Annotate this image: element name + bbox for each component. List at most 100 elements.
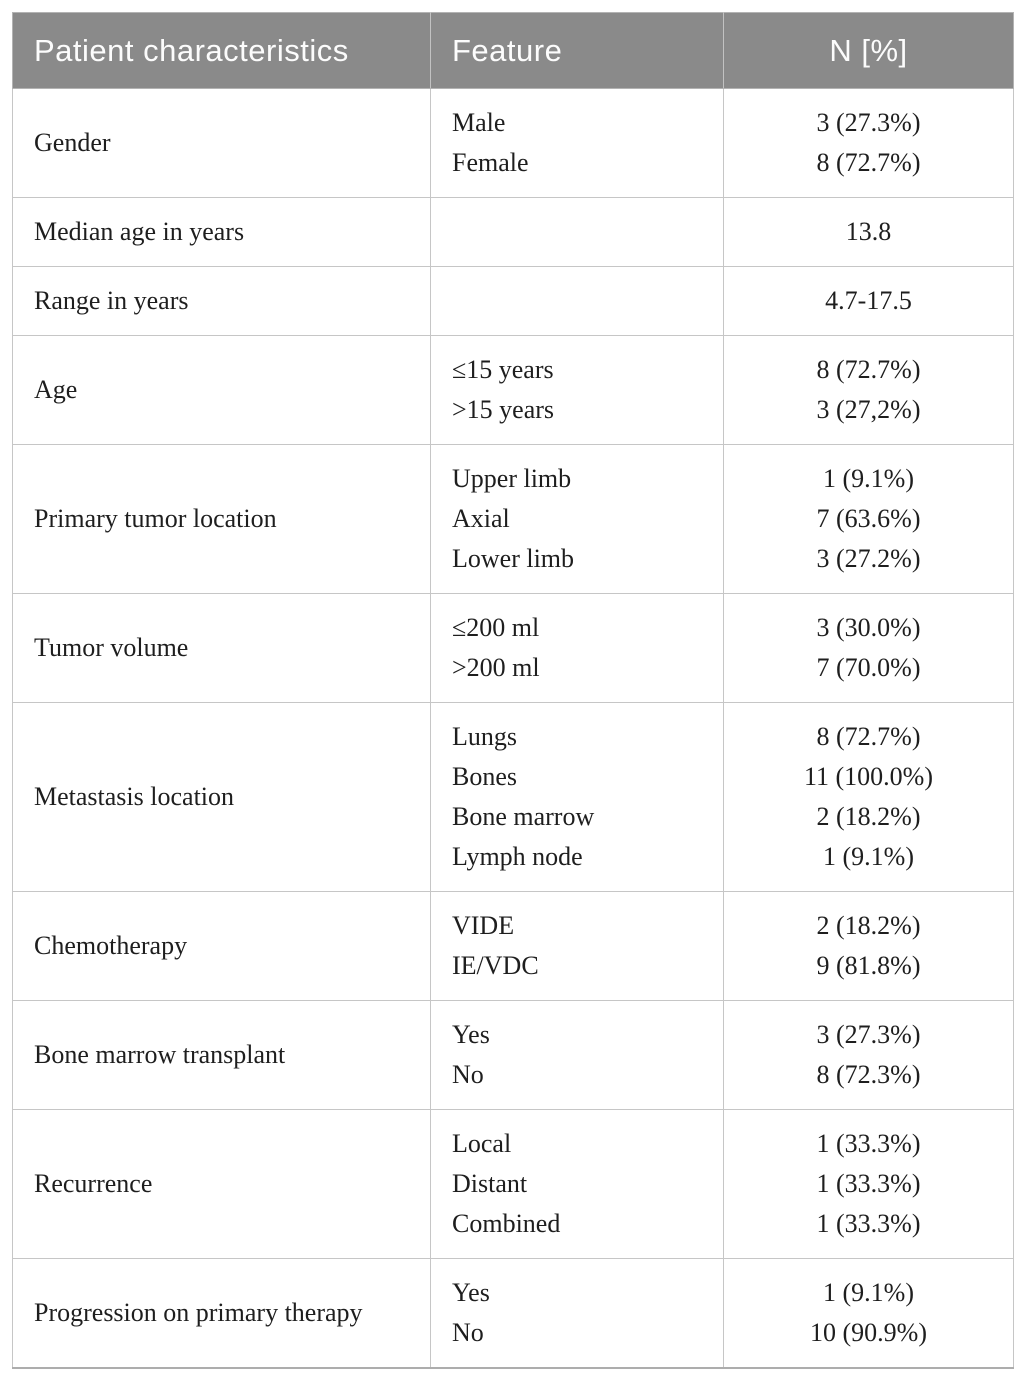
- table-row: Progression on primary therapy Yes No 1 (9.…: [12, 1258, 1014, 1369]
- characteristic-cell: Age: [12, 335, 431, 445]
- value-line: 1 (9.1%): [823, 464, 914, 493]
- table-row: Recurrence Local Distant Combined 1 (33.3%) 1…: [12, 1109, 1014, 1259]
- feature-line: Axial: [452, 504, 510, 533]
- table-row: Range in years 4.7-17.5: [12, 266, 1014, 336]
- value-cell: 8 (72.7%) 11 (100.0%) 2 (18.2%) 1 (9.1%): [723, 702, 1014, 892]
- characteristic-label: Age: [34, 375, 78, 404]
- characteristic-label: Recurrence: [34, 1169, 153, 1198]
- value-line: 3 (27.3%): [816, 108, 921, 137]
- feature-line: No: [452, 1318, 484, 1347]
- value-cell: 3 (30.0%) 7 (70.0%): [723, 593, 1014, 703]
- characteristic-label: Median age in years: [34, 217, 245, 246]
- characteristic-cell: Metastasis location: [12, 702, 431, 892]
- characteristic-label: Primary tumor location: [34, 504, 277, 533]
- value-cell: 3 (27.3%) 8 (72.3%): [723, 1000, 1014, 1110]
- feature-line: Male: [452, 108, 506, 137]
- table-row: Bone marrow transplant Yes No 3 (27.3%) 8 (7…: [12, 1000, 1014, 1110]
- value-line: 1 (9.1%): [823, 1278, 914, 1307]
- feature-line: Yes: [452, 1020, 490, 1049]
- characteristic-label: Chemotherapy: [34, 931, 188, 960]
- feature-line: Upper limb: [452, 464, 572, 493]
- feature-cell: Yes No: [430, 1258, 724, 1369]
- value-cell: 1 (9.1%) 10 (90.9%): [723, 1258, 1014, 1369]
- characteristic-cell: Progression on primary therapy: [12, 1258, 431, 1369]
- value-line: 8 (72.7%): [816, 722, 921, 751]
- feature-line: >200 ml: [452, 653, 540, 682]
- feature-cell: ≤15 years >15 years: [430, 335, 724, 445]
- value-line: 10 (90.9%): [810, 1318, 927, 1347]
- value-line: 1 (33.3%): [816, 1129, 921, 1158]
- characteristic-cell: Tumor volume: [12, 593, 431, 703]
- value-line: 4.7-17.5: [825, 286, 912, 315]
- header-patient-characteristics: Patient characteristics: [12, 12, 431, 89]
- feature-line: ≤15 years: [452, 355, 554, 384]
- table-row: Metastasis location Lungs Bones Bone marrow…: [12, 702, 1014, 892]
- table-row: Tumor volume ≤200 ml >200 ml 3 (30.0%) 7 (70…: [12, 593, 1014, 703]
- characteristic-cell: Chemotherapy: [12, 891, 431, 1001]
- feature-line: Yes: [452, 1278, 490, 1307]
- value-line: 8 (72.7%): [816, 355, 921, 384]
- characteristic-label: Progression on primary therapy: [34, 1298, 363, 1327]
- feature-cell: Yes No: [430, 1000, 724, 1110]
- header-row: Patient characteristics Feature N [%]: [12, 12, 1014, 89]
- feature-line: Bones: [452, 762, 517, 791]
- value-line: 3 (30.0%): [816, 613, 921, 642]
- value-line: 7 (70.0%): [816, 653, 921, 682]
- feature-line: Local: [452, 1129, 512, 1158]
- value-line: 13.8: [845, 217, 892, 246]
- feature-cell: [430, 197, 724, 267]
- feature-line: Lungs: [452, 722, 517, 751]
- table-row: Primary tumor location Upper limb Axial Low…: [12, 444, 1014, 594]
- value-cell: 1 (9.1%) 7 (63.6%) 3 (27.2%): [723, 444, 1014, 594]
- table-row: Gender Male Female 3 (27.3%) 8 (72.7%): [12, 88, 1014, 198]
- value-line: 9 (81.8%): [816, 951, 921, 980]
- value-line: 1 (33.3%): [816, 1209, 921, 1238]
- patient-characteristics-table: Patient characteristics Feature N [%] Ge…: [12, 12, 1014, 1369]
- characteristic-cell: Recurrence: [12, 1109, 431, 1259]
- value-line: 3 (27.3%): [816, 1020, 921, 1049]
- characteristic-label: Tumor volume: [34, 633, 189, 662]
- feature-line: IE/VDC: [452, 951, 539, 980]
- header-n-percent: N [%]: [723, 12, 1014, 89]
- feature-line: Lower limb: [452, 544, 575, 573]
- characteristic-cell: Primary tumor location: [12, 444, 431, 594]
- characteristic-cell: Bone marrow transplant: [12, 1000, 431, 1110]
- feature-line: Female: [452, 148, 529, 177]
- characteristic-cell: Gender: [12, 88, 431, 198]
- feature-cell: Upper limb Axial Lower limb: [430, 444, 724, 594]
- feature-cell: VIDE IE/VDC: [430, 891, 724, 1001]
- feature-line: ≤200 ml: [452, 613, 540, 642]
- characteristic-cell: Range in years: [12, 266, 431, 336]
- value-line: 8 (72.7%): [816, 148, 921, 177]
- value-cell: 4.7-17.5: [723, 266, 1014, 336]
- value-line: 8 (72.3%): [816, 1060, 921, 1089]
- value-cell: 2 (18.2%) 9 (81.8%): [723, 891, 1014, 1001]
- feature-line: Bone marrow: [452, 802, 595, 831]
- feature-cell: [430, 266, 724, 336]
- feature-line: Distant: [452, 1169, 528, 1198]
- feature-line: VIDE: [452, 911, 515, 940]
- header-feature: Feature: [430, 12, 724, 89]
- value-line: 3 (27,2%): [816, 395, 921, 424]
- characteristic-label: Metastasis location: [34, 782, 235, 811]
- characteristic-label: Bone marrow transplant: [34, 1040, 286, 1069]
- value-line: 2 (18.2%): [816, 802, 921, 831]
- feature-line: Combined: [452, 1209, 561, 1238]
- table-row: Age ≤15 years >15 years 8 (72.7%) 3 (27,2%): [12, 335, 1014, 445]
- characteristic-label: Gender: [34, 128, 111, 157]
- feature-line: Lymph node: [452, 842, 583, 871]
- value-line: 1 (9.1%): [823, 842, 914, 871]
- value-line: 1 (33.3%): [816, 1169, 921, 1198]
- feature-line: No: [452, 1060, 484, 1089]
- table-row: Median age in years 13.8: [12, 197, 1014, 267]
- feature-cell: Male Female: [430, 88, 724, 198]
- value-line: 3 (27.2%): [816, 544, 921, 573]
- value-cell: 3 (27.3%) 8 (72.7%): [723, 88, 1014, 198]
- characteristic-cell: Median age in years: [12, 197, 431, 267]
- value-line: 7 (63.6%): [816, 504, 921, 533]
- value-line: 11 (100.0%): [803, 762, 933, 791]
- feature-cell: Local Distant Combined: [430, 1109, 724, 1259]
- value-cell: 13.8: [723, 197, 1014, 267]
- table-row: Chemotherapy VIDE IE/VDC 2 (18.2%) 9 (81.8%): [12, 891, 1014, 1001]
- value-line: 2 (18.2%): [816, 911, 921, 940]
